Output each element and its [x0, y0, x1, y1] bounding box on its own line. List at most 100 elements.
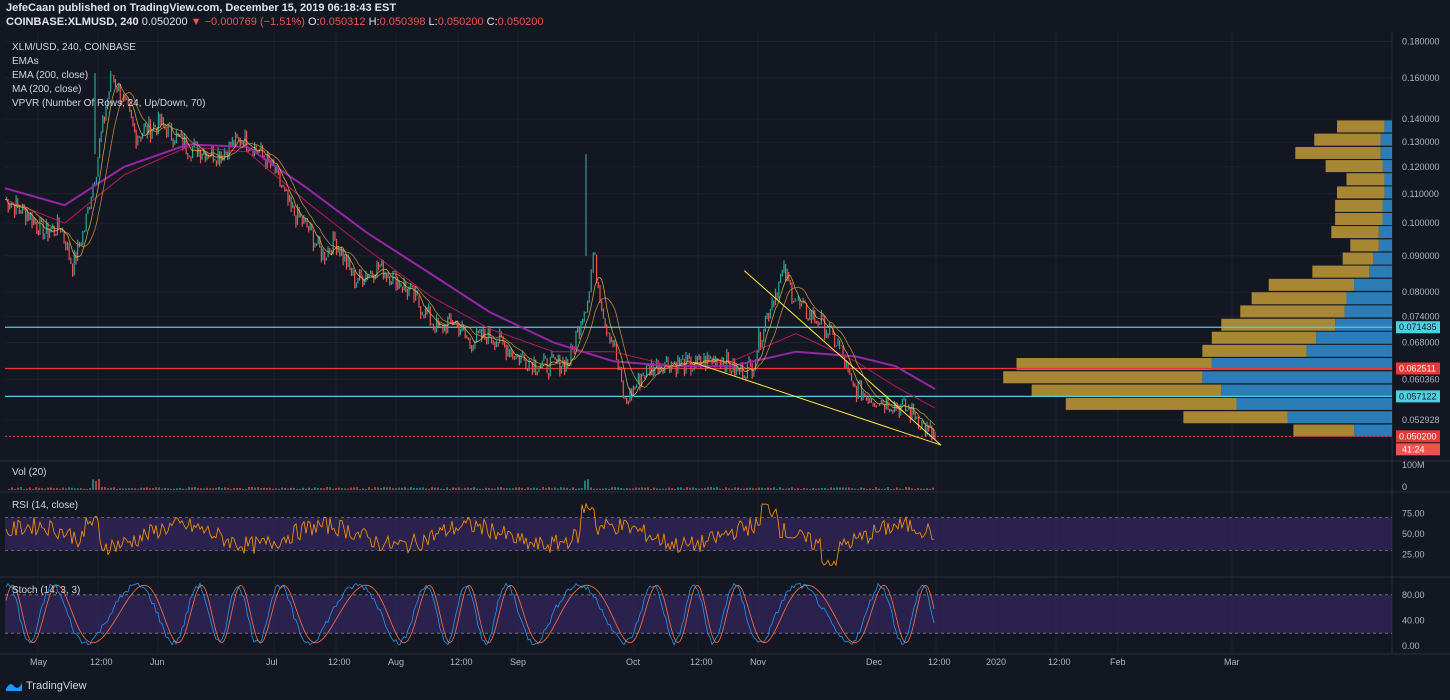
volume-bar [95, 480, 97, 490]
price-change: −0.000769 (−1.51%) [204, 16, 305, 28]
volume-bar [788, 488, 790, 490]
legend-title[interactable]: XLM/USD, 240, COINBASE [12, 42, 136, 53]
volume-bar [431, 487, 433, 490]
legend-item-vpvr[interactable]: VPVR (Number Of Rows, 24, Up/Down, 70) [12, 98, 206, 109]
volume-bar [860, 487, 862, 490]
volume-bar [302, 487, 304, 490]
legend-item-emas[interactable]: EMAs [12, 56, 39, 67]
volume-bar [761, 487, 763, 490]
legend-item-ma200[interactable]: MA (200, close) [12, 84, 82, 95]
vp-bar-down [1240, 305, 1345, 318]
volume-bar [386, 487, 388, 490]
vp-bar-up [1236, 397, 1392, 410]
volume-bar [116, 488, 118, 490]
volume-bar [509, 488, 511, 490]
volume-bar [362, 488, 364, 490]
volume-bar [575, 488, 577, 490]
volume-bar [344, 488, 346, 490]
volume-bar [839, 487, 841, 490]
volume-bar [407, 488, 409, 490]
high-value: 0.050398 [379, 16, 426, 28]
volume-bar [218, 487, 220, 490]
volume-bar [563, 487, 565, 490]
volume-bar [35, 487, 37, 490]
volume-bar [662, 488, 664, 490]
rsi-pane-label[interactable]: RSI (14, close) [12, 500, 79, 511]
vp-bar-down [1325, 160, 1383, 173]
volume-bar [74, 488, 76, 490]
vp-bar-down [1268, 278, 1355, 291]
price-tick-label: 0.052928 [1402, 415, 1440, 425]
vp-bar-down [1211, 331, 1317, 344]
volume-bar [119, 488, 121, 490]
volume-bar [905, 487, 907, 490]
volume-bar [842, 487, 844, 490]
volume-bar [158, 487, 160, 490]
volume-bar [533, 487, 535, 490]
vp-bar-down [1031, 384, 1222, 397]
volume-bar [689, 487, 691, 490]
volume-bar [545, 488, 547, 490]
volume-bar [590, 487, 592, 490]
volume-bar [626, 487, 628, 490]
volume-bar [836, 487, 838, 490]
vp-bar-up [1384, 186, 1392, 199]
volume-bar [428, 488, 430, 490]
volume-bar [494, 488, 496, 490]
volume-bar [908, 487, 910, 490]
volume-bar [149, 488, 151, 490]
volume-bar [305, 488, 307, 490]
volume-bar [368, 487, 370, 490]
time-tick-label: Sep [510, 657, 526, 667]
volume-bar [884, 488, 886, 490]
volume-bar [614, 487, 616, 490]
volume-bar [311, 488, 313, 490]
volume-bar [479, 488, 481, 490]
vp-bar-up [1354, 278, 1392, 291]
volume-bar [491, 488, 493, 490]
legend-item-ema200[interactable]: EMA (200, close) [12, 70, 89, 81]
volume-bar [503, 488, 505, 490]
volume-bar [929, 488, 931, 490]
volume-bar [854, 488, 856, 490]
volume-bar [272, 488, 274, 490]
tradingview-brand[interactable]: TradingView [6, 680, 87, 692]
stoch-pane-label[interactable]: Stoch (14, 3, 3) [12, 585, 81, 596]
volume-bar [8, 488, 10, 490]
low-value: 0.050200 [437, 16, 484, 28]
volume-bar [89, 488, 91, 490]
volume-bar [101, 487, 103, 490]
vp-bar-down [1312, 265, 1370, 278]
volume-bar [227, 487, 229, 490]
volume-bar [137, 488, 139, 490]
volume-bar [53, 488, 55, 490]
volume-bar [404, 487, 406, 490]
volume-bar [236, 487, 238, 490]
countdown-tag [1396, 443, 1440, 456]
vol-pane-label[interactable]: Vol (20) [12, 467, 47, 478]
volume-bar [914, 488, 916, 490]
volume-bar [611, 487, 613, 490]
stoch-tick-label: 80.00 [1402, 590, 1425, 600]
volume-bar [911, 488, 913, 490]
volume-bar [668, 487, 670, 490]
volume-bar [335, 488, 337, 490]
volume-bar [671, 488, 673, 490]
volume-bar [299, 488, 301, 490]
volume-bar [233, 487, 235, 490]
price-tick-label: 0.110000 [1402, 189, 1439, 199]
volume-bar [461, 488, 463, 490]
vol-tick-label: 0 [1402, 482, 1407, 492]
volume-bar [716, 487, 718, 490]
volume-bar [584, 480, 586, 490]
price-tick-label: 0.100000 [1402, 218, 1440, 228]
volume-bar [887, 487, 889, 490]
volume-bar [341, 488, 343, 490]
stoch-tick-label: 40.00 [1402, 615, 1425, 625]
volume-bar [896, 487, 898, 490]
volume-bar [146, 487, 148, 490]
volume-bar [698, 488, 700, 490]
volume-bar [830, 487, 832, 490]
